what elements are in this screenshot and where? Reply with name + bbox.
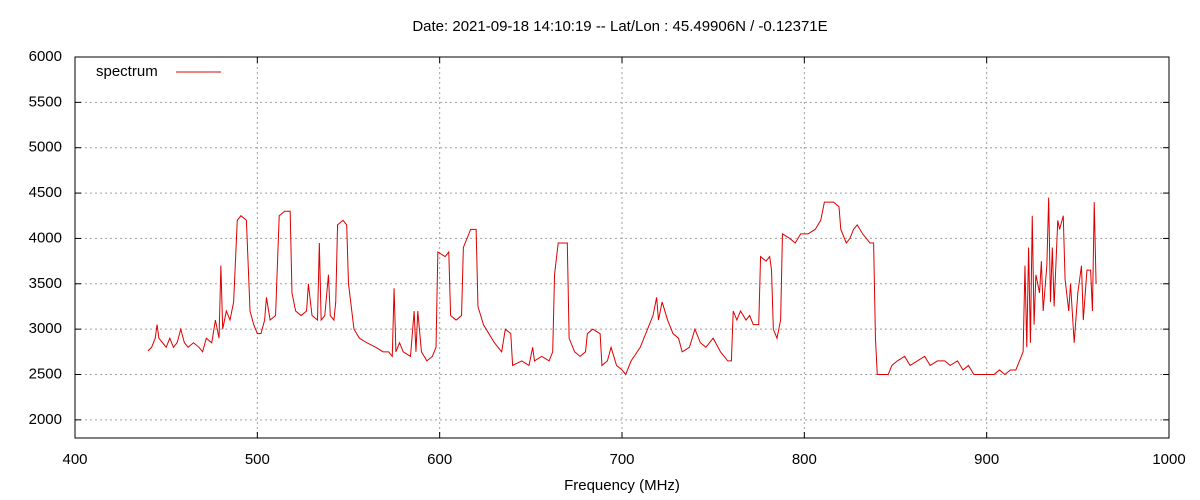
y-tick-label: 5000 bbox=[29, 139, 62, 156]
y-tick-label: 2000 bbox=[29, 411, 62, 428]
data-line bbox=[147, 197, 1097, 376]
x-tick-label: 800 bbox=[792, 451, 817, 468]
y-tick-label: 6000 bbox=[29, 48, 62, 65]
legend-label: spectrum bbox=[96, 63, 158, 80]
x-axis-label: Frequency (MHz) bbox=[564, 477, 680, 494]
chart-title: Date: 2021-09-18 14:10:19 -- Lat/Lon : 4… bbox=[412, 18, 827, 35]
y-tick-label: 2500 bbox=[29, 365, 62, 382]
y-tick-label: 4500 bbox=[29, 184, 62, 201]
y-tick-label: 5500 bbox=[29, 93, 62, 110]
y-tick-label: 4000 bbox=[29, 229, 62, 246]
y-tick-label: 3000 bbox=[29, 320, 62, 337]
x-tick-label: 1000 bbox=[1152, 451, 1185, 468]
x-tick-label: 700 bbox=[609, 451, 634, 468]
x-tick-label: 600 bbox=[427, 451, 452, 468]
x-tick-label: 900 bbox=[974, 451, 999, 468]
y-tick-label: 3500 bbox=[29, 275, 62, 292]
x-tick-label: 500 bbox=[245, 451, 270, 468]
x-tick-label: 400 bbox=[62, 451, 87, 468]
plot-frame bbox=[74, 56, 1170, 439]
